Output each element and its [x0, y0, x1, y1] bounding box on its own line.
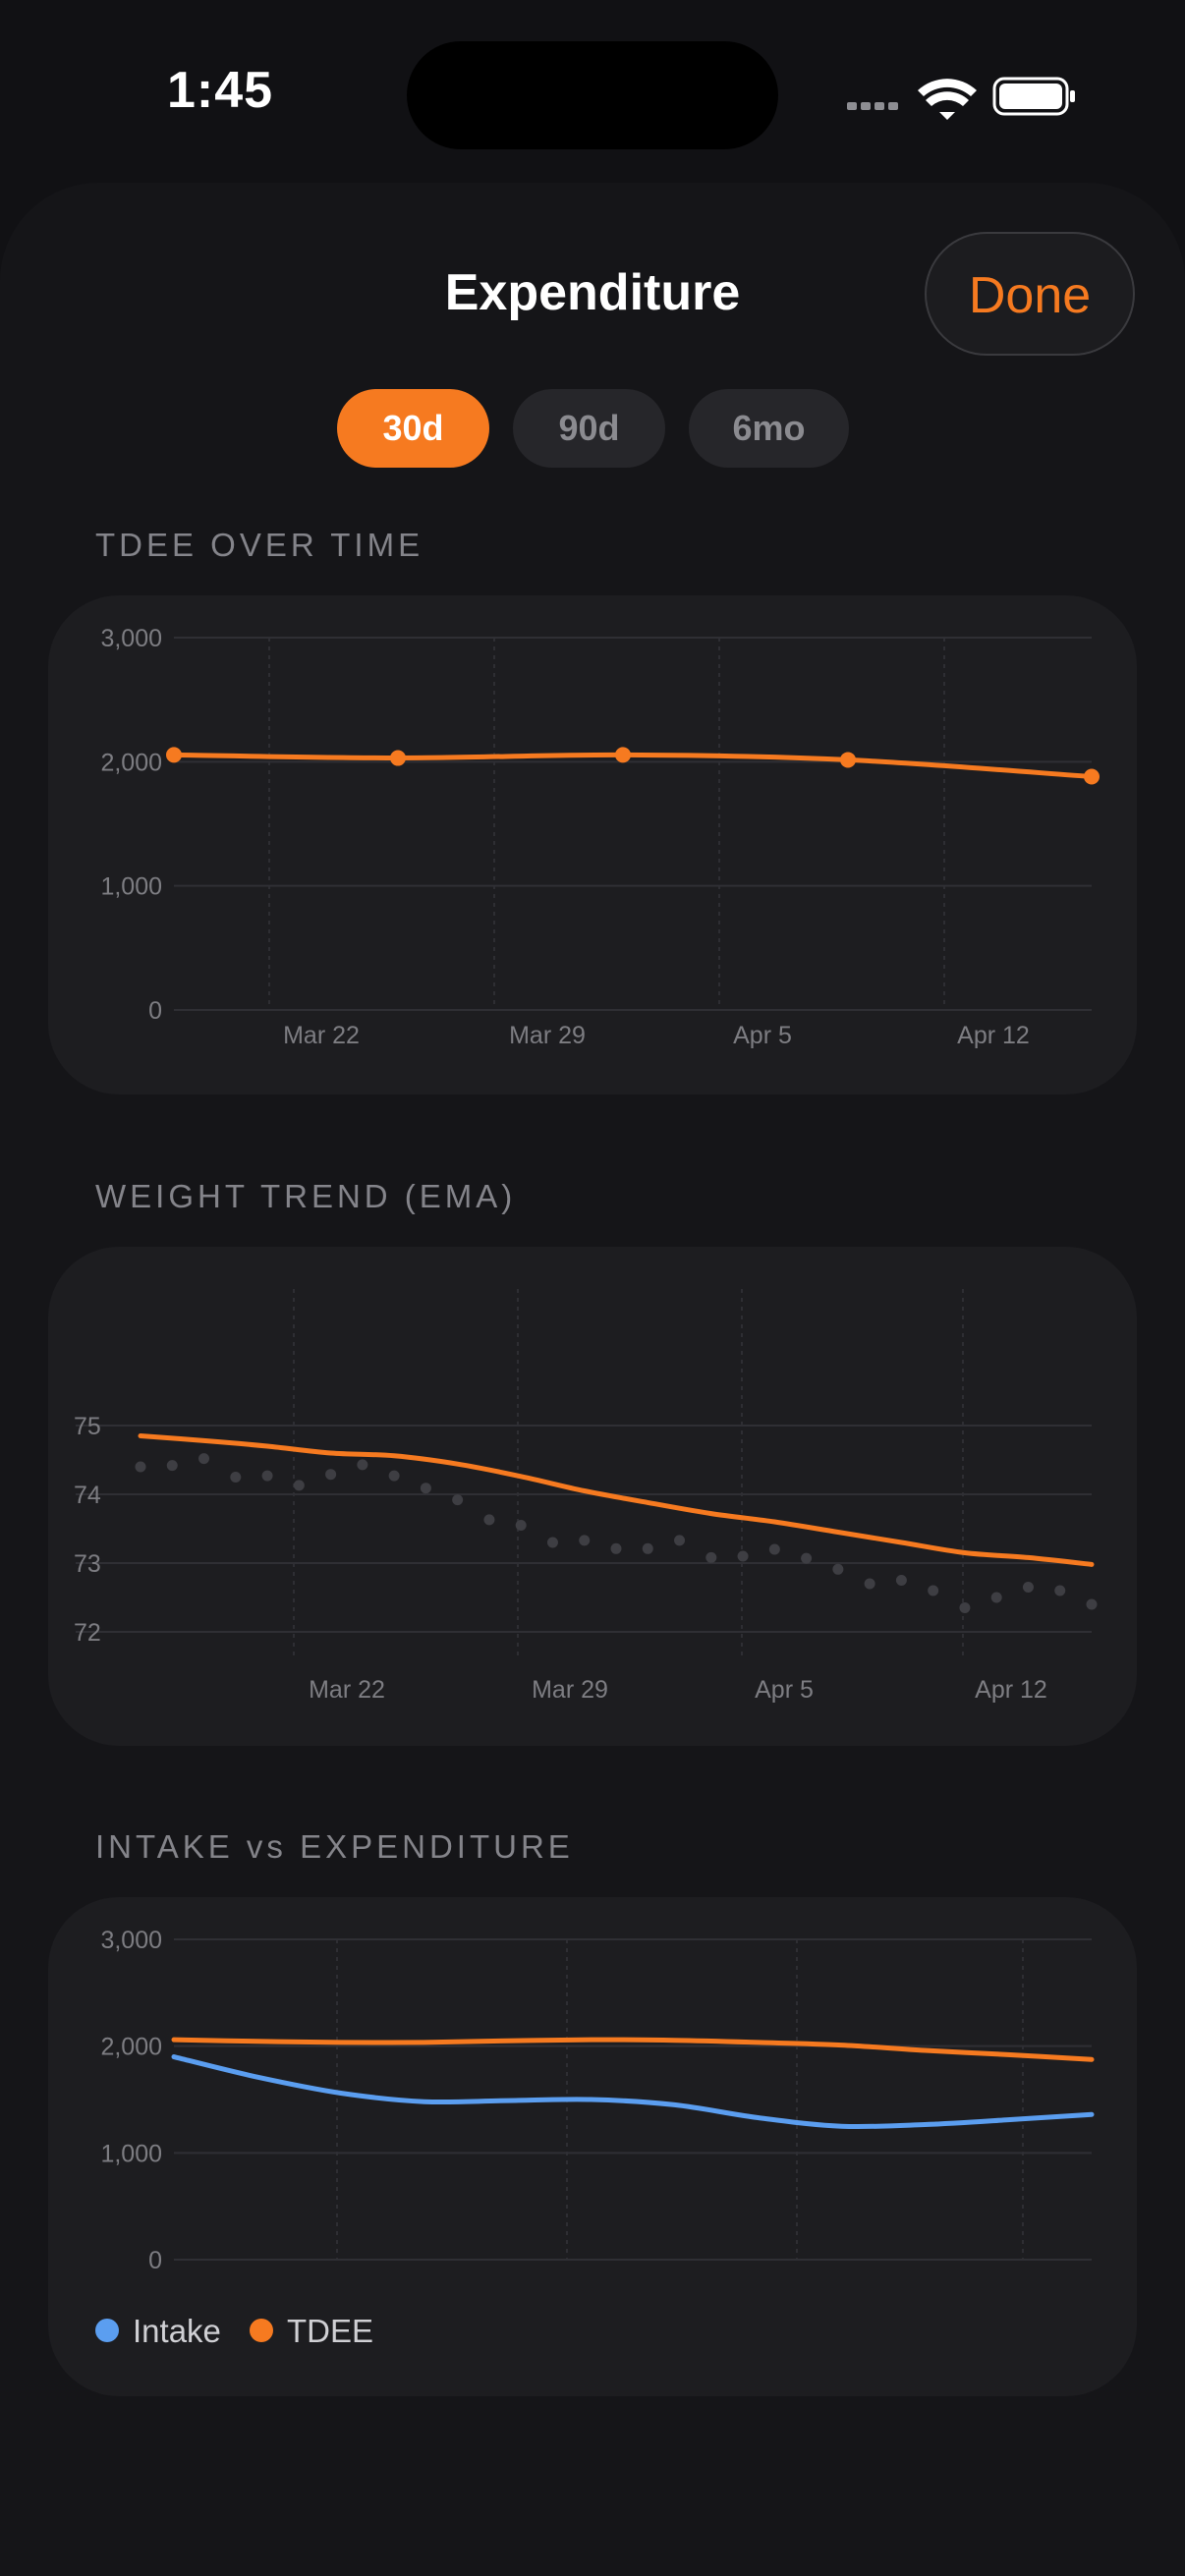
scatter-point [705, 1551, 717, 1563]
scatter-point [293, 1480, 305, 1491]
scatter-point [452, 1494, 464, 1506]
range-tabs: 30d 90d 6mo [0, 389, 1185, 468]
scatter-point [928, 1585, 939, 1596]
scatter-point [959, 1602, 971, 1613]
series-point [615, 747, 631, 763]
x-tick-label: Mar 29 [509, 1022, 586, 1049]
battery-icon [992, 77, 1075, 116]
scatter-point [674, 1535, 686, 1546]
status-bar: 1:45 [0, 0, 1185, 187]
scatter-point [642, 1542, 653, 1554]
x-tick-label: Mar 22 [309, 1676, 385, 1704]
x-tick-label: Mar 22 [283, 1022, 360, 1049]
series-line [138, 1433, 1095, 1567]
scatter-point [515, 1520, 527, 1531]
x-tick-label: Apr 5 [755, 1676, 814, 1704]
tdee-chart: 3,000 2,000 1,000 0 Mar 22 Mar 29 Apr 5 Apr 12 [100, 625, 1100, 1049]
y-tick-label: 74 [74, 1482, 101, 1509]
x-tick-label: Mar 29 [532, 1676, 608, 1704]
scatter-point [325, 1469, 337, 1481]
scatter-point [1086, 1598, 1098, 1610]
tab-6mo[interactable]: 6mo [689, 389, 849, 468]
scatter-point [1022, 1582, 1034, 1593]
sheet-title: Expenditure [444, 264, 741, 321]
y-tick-label: 1,000 [100, 873, 162, 901]
y-tick-label: 2,000 [100, 749, 162, 776]
scatter-point [801, 1552, 813, 1564]
scatter-point [388, 1470, 400, 1482]
legend-label-tdee: TDEE [287, 2313, 374, 2349]
y-tick-label: 73 [74, 1550, 101, 1578]
y-tick-label: 75 [74, 1413, 101, 1440]
y-tick-label: 3,000 [100, 1927, 162, 1954]
done-button[interactable]: Done [925, 232, 1135, 356]
scatter-point [166, 1460, 178, 1472]
scatter-point [1054, 1585, 1066, 1596]
x-tick-label: Apr 5 [733, 1022, 792, 1049]
scatter-point [832, 1563, 844, 1575]
status-time: 1:45 [167, 62, 274, 119]
section-label-weight: WEIGHT TREND (EMA) [95, 1178, 517, 1214]
y-tick-label: 2,000 [100, 2034, 162, 2061]
series-line [171, 752, 1095, 779]
signal-icon [847, 102, 898, 110]
x-tick-label: Apr 12 [957, 1022, 1030, 1049]
series-line [171, 2054, 1095, 2130]
x-tick-label: Apr 12 [975, 1676, 1047, 1704]
scatter-point [737, 1550, 749, 1562]
scatter-point [864, 1578, 875, 1590]
legend-dot-intake [95, 2319, 119, 2343]
scatter-point [135, 1461, 146, 1473]
weight-chart-card: 75 74 73 72 Mar 22 Mar 29 Apr 5 Apr 12 [48, 1247, 1137, 1746]
y-tick-label: 1,000 [100, 2140, 162, 2167]
status-icons [847, 77, 1075, 120]
scatter-point [990, 1592, 1002, 1603]
series-point [390, 750, 406, 766]
legend-item-intake: Intake [95, 2313, 221, 2350]
tdee-chart-card: 3,000 2,000 1,000 0 Mar 22 Mar 29 Apr 5 Apr 12 [48, 595, 1137, 1094]
wifi-icon [918, 79, 977, 120]
tab-30d[interactable]: 30d [337, 389, 489, 468]
scatter-point [546, 1537, 558, 1548]
series-point [840, 752, 856, 768]
y-tick-label: 0 [148, 997, 162, 1025]
scatter-point [579, 1535, 591, 1546]
tab-90d[interactable]: 90d [513, 389, 665, 468]
scatter-point [420, 1483, 431, 1494]
scatter-point [768, 1543, 780, 1555]
series-point [1084, 768, 1100, 785]
legend-dot-tdee [250, 2319, 273, 2343]
legend-item-tdee: TDEE [250, 2313, 373, 2350]
scatter-point [230, 1472, 242, 1483]
legend-label-intake: Intake [133, 2313, 221, 2349]
section-label-tdee: TDEE OVER TIME [95, 527, 424, 563]
series-line [171, 2037, 1095, 2062]
scatter-point [357, 1459, 368, 1471]
scatter-point [483, 1514, 495, 1526]
scatter-point [198, 1453, 210, 1465]
section-label-intake: INTAKE vs EXPENDITURE [95, 1828, 574, 1865]
y-tick-label: 3,000 [100, 625, 162, 652]
weight-chart: 75 74 73 72 Mar 22 Mar 29 Apr 5 Apr 12 [74, 1289, 1098, 1704]
scatter-point [895, 1575, 907, 1586]
scatter-point [610, 1542, 622, 1554]
dynamic-island [407, 41, 778, 149]
y-tick-label: 72 [74, 1619, 101, 1647]
series-point [166, 747, 182, 763]
scatter-point [261, 1470, 273, 1482]
y-tick-label: 0 [148, 2247, 162, 2270]
